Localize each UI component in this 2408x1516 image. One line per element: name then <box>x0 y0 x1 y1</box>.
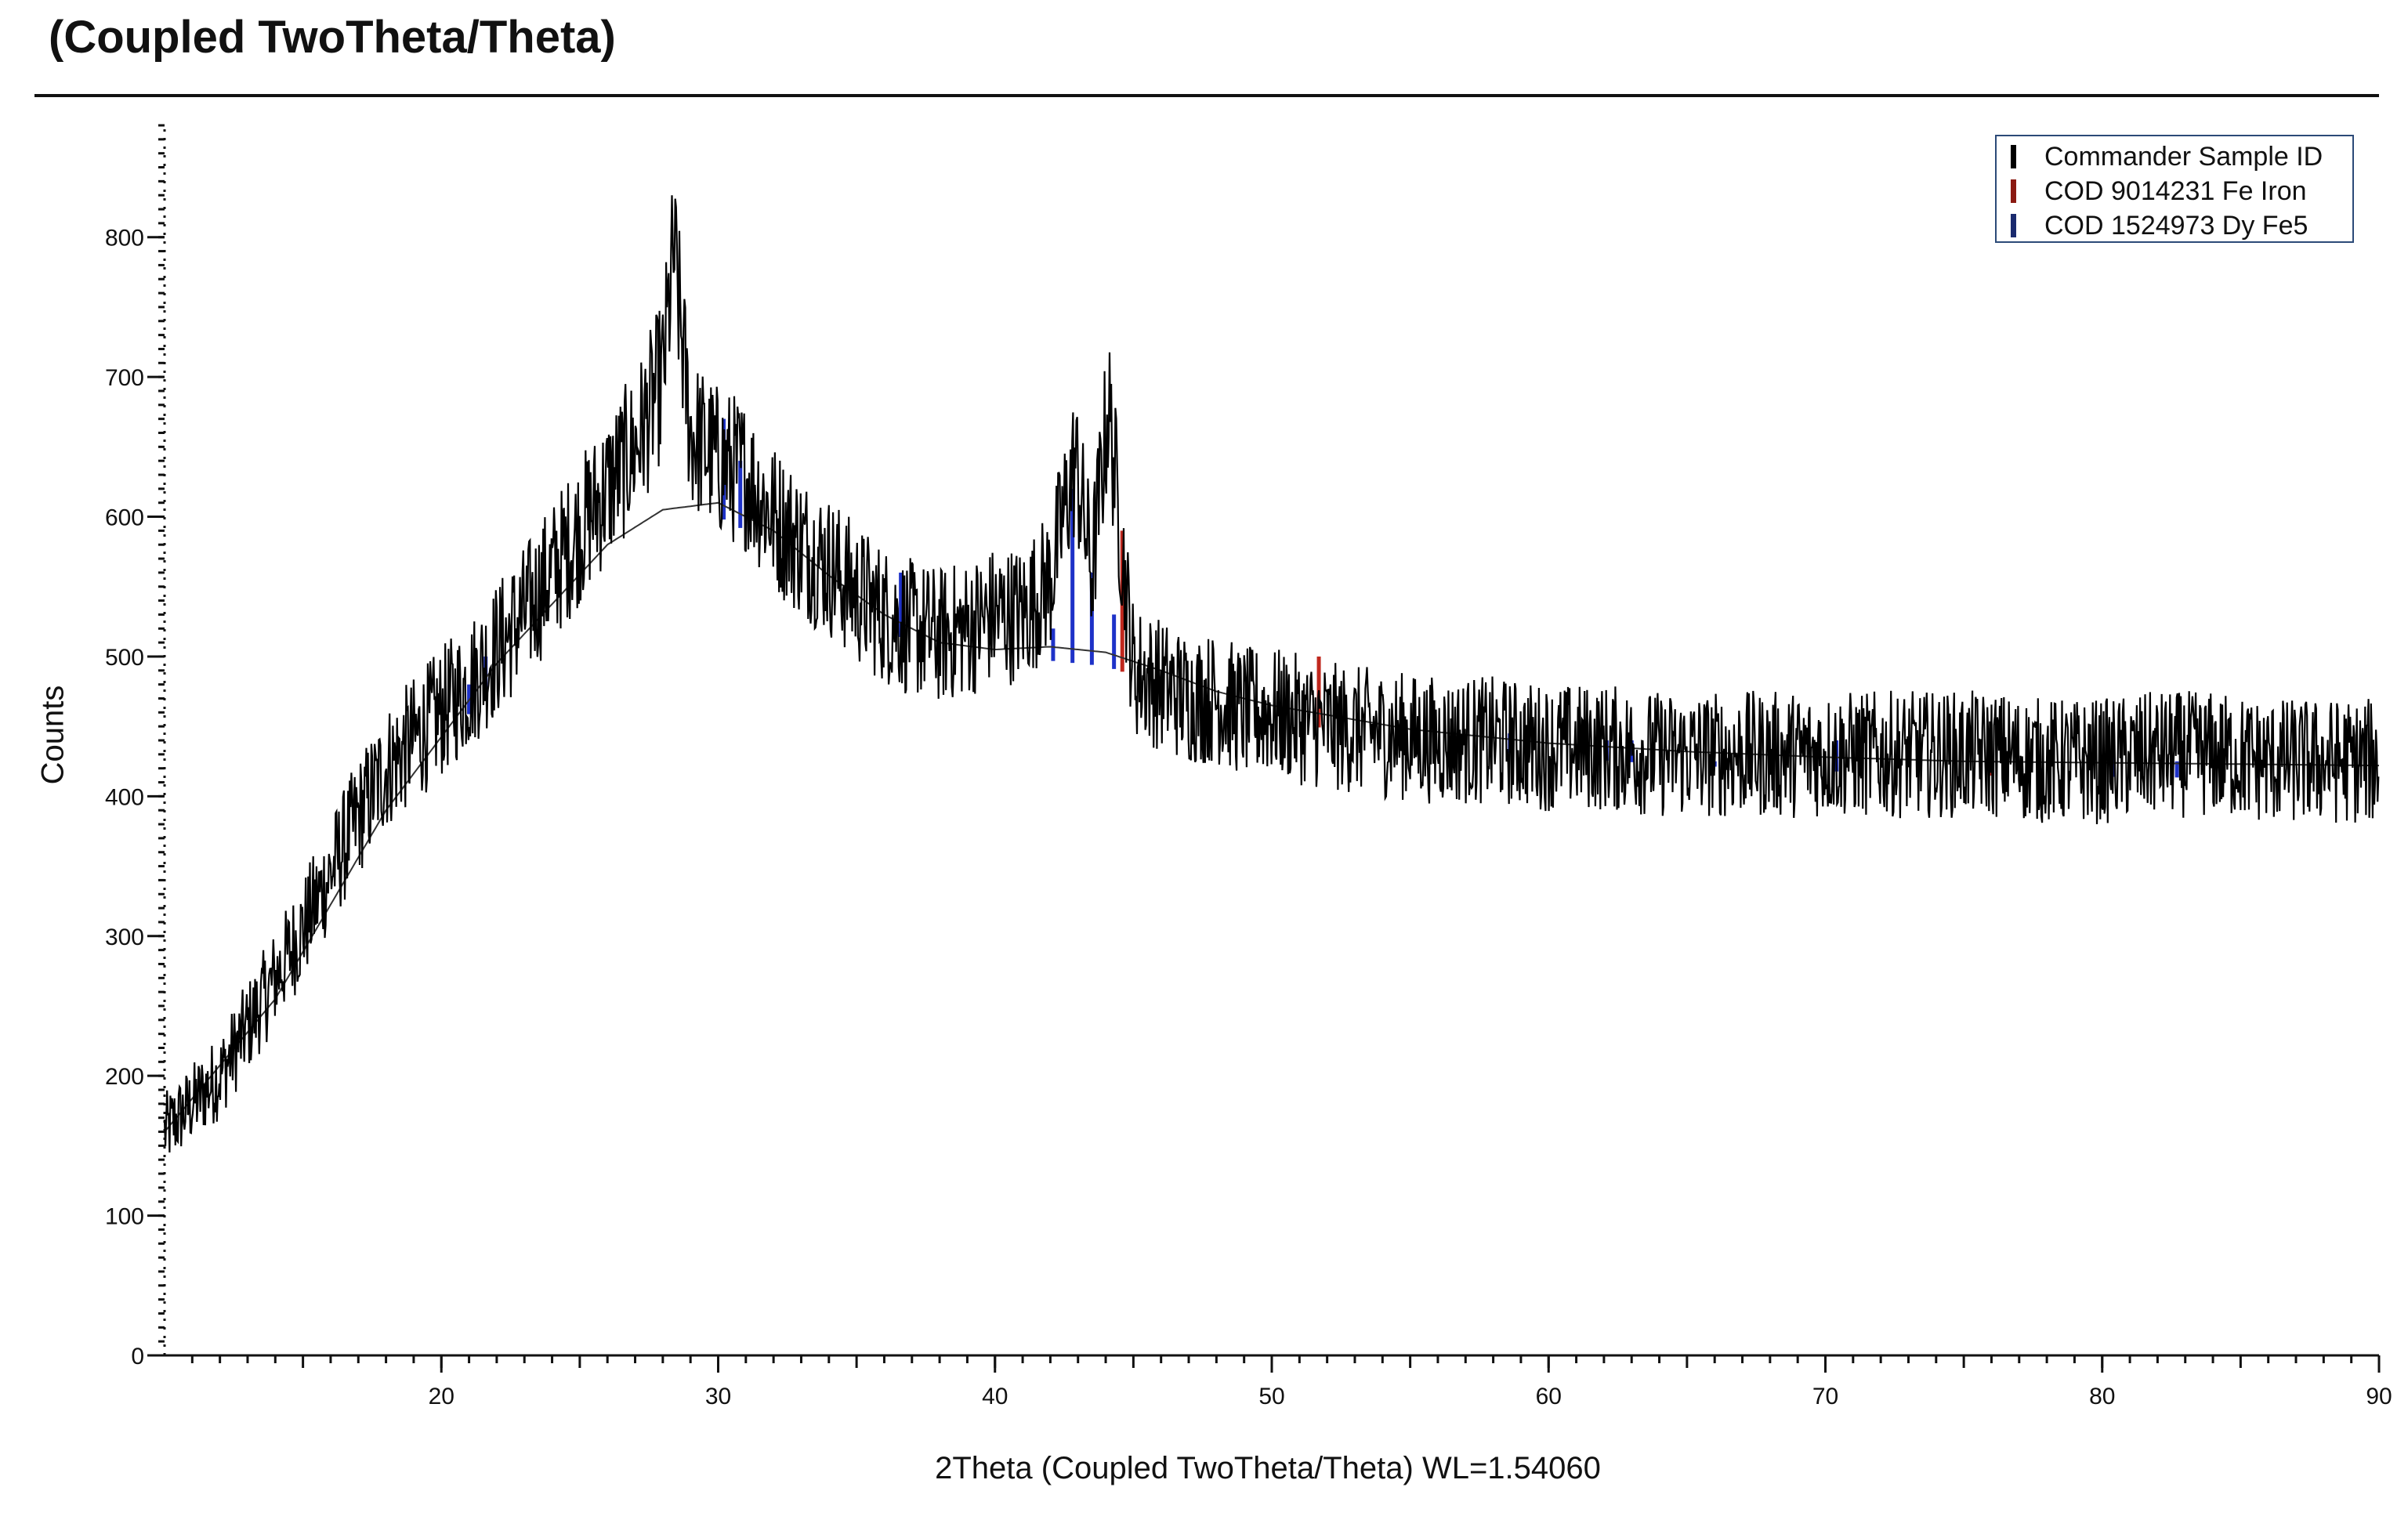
title-divider <box>34 94 2379 97</box>
y-axis-label: Counts <box>35 685 71 785</box>
tick-labels: 0 100 200 300 400 500 600 700 800 20 30 40 50 60 70 80 9… <box>105 226 2392 1409</box>
x-tick-label: 90 <box>2366 1384 2392 1409</box>
chart-series <box>163 195 2380 1153</box>
chart-title: (Coupled TwoTheta/Theta) <box>49 12 616 63</box>
y-tick-label: 100 <box>105 1204 144 1230</box>
legend-swatch-sample <box>2011 145 2016 168</box>
y-tick-label: 0 <box>131 1344 144 1369</box>
y-tick-label: 300 <box>105 924 144 950</box>
y-tick-label: 800 <box>105 226 144 251</box>
x-axis-label: 2Theta (Coupled TwoTheta/Theta) WL=1.540… <box>935 1451 1601 1485</box>
chart-legend: Commander Sample ID COD 9014231 Fe Iron … <box>1995 135 2354 243</box>
sample-series-line <box>163 195 2380 1153</box>
y-tick-label: 400 <box>105 784 144 810</box>
x-tick-label: 70 <box>1812 1384 1838 1409</box>
y-tick-label: 700 <box>105 365 144 391</box>
x-tick-label: 20 <box>429 1384 454 1409</box>
legend-label-dy-fe5: COD 1524973 Dy Fe5 <box>2044 210 2308 241</box>
legend-item-sample: Commander Sample ID <box>1997 139 2352 174</box>
legend-label-fe-iron: COD 9014231 Fe Iron <box>2044 175 2307 206</box>
x-tick-label: 30 <box>705 1384 731 1409</box>
y-tick-label: 600 <box>105 505 144 531</box>
legend-item-dy-fe5: COD 1524973 Dy Fe5 <box>1997 208 2352 243</box>
legend-swatch-fe-iron <box>2011 179 2016 203</box>
y-tick-label: 200 <box>105 1064 144 1090</box>
x-tick-label: 50 <box>1258 1384 1284 1409</box>
x-tick-label: 60 <box>1536 1384 1562 1409</box>
y-tick-label: 500 <box>105 645 144 671</box>
legend-label-sample: Commander Sample ID <box>2044 141 2323 172</box>
x-tick-label: 80 <box>2089 1384 2115 1409</box>
legend-item-fe-iron: COD 9014231 Fe Iron <box>1997 174 2352 208</box>
chart-axes <box>147 124 2381 1373</box>
legend-swatch-dy-fe5 <box>2011 214 2016 237</box>
x-tick-label: 40 <box>982 1384 1008 1409</box>
